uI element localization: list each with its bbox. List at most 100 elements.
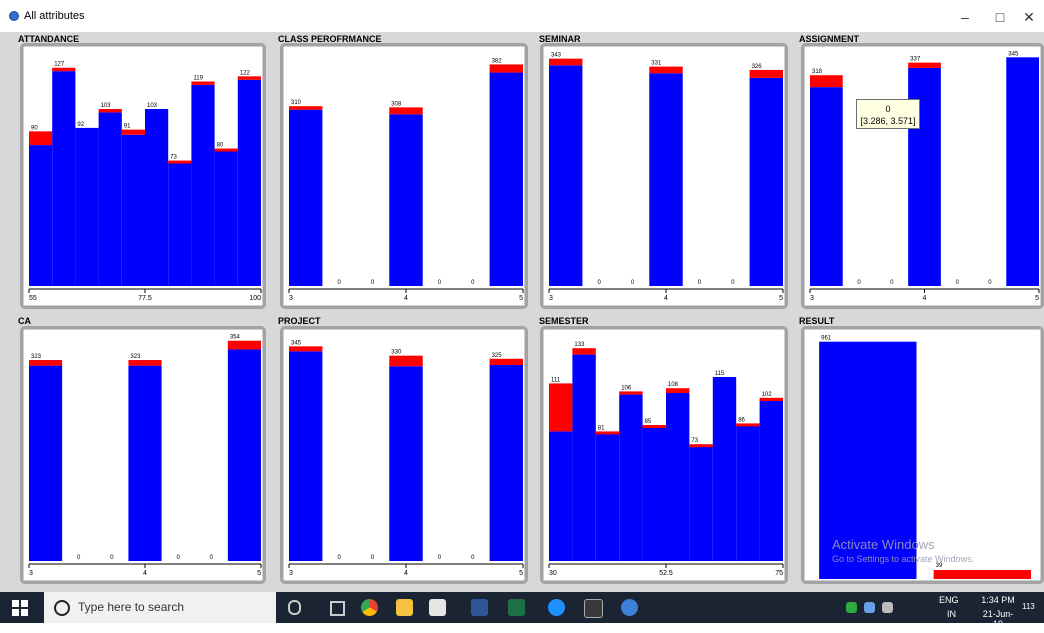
histogram-bar-class-segment[interactable] [649, 66, 683, 74]
histogram-bar-class-segment[interactable] [489, 358, 523, 365]
terminal-icon[interactable] [584, 599, 603, 618]
histogram-bar[interactable] [810, 87, 843, 286]
histogram-bar-class-segment[interactable] [549, 383, 573, 432]
histogram-panel[interactable]: 318 0 0 337 0 0 345 3 4 5 [801, 43, 1044, 309]
histogram-bar[interactable] [237, 79, 261, 287]
histogram-bar-class-segment[interactable] [749, 69, 783, 78]
histogram-bar-class-segment[interactable] [736, 423, 760, 427]
tooltip-count: 0 [885, 104, 891, 114]
histogram-bar[interactable] [214, 150, 238, 286]
histogram-bar[interactable] [595, 433, 620, 561]
histogram-bar[interactable] [759, 401, 783, 561]
mail-icon[interactable] [429, 599, 446, 616]
histogram-bar-class-segment[interactable] [289, 106, 323, 110]
word-icon[interactable] [471, 599, 488, 616]
histogram-bar[interactable] [389, 114, 423, 286]
histogram-bar-class-segment[interactable] [389, 355, 423, 367]
histogram-bar-class-segment[interactable] [289, 346, 323, 352]
histogram-bar-class-segment[interactable] [98, 108, 122, 113]
histogram-bar[interactable] [642, 426, 666, 561]
histogram-bar-class-segment[interactable] [489, 64, 523, 73]
histogram-panel[interactable]: 961 39 [801, 326, 1044, 584]
histogram-bar-class-segment[interactable] [619, 391, 643, 395]
volume-icon[interactable] [882, 602, 893, 613]
histogram-bar-class-segment[interactable] [689, 444, 713, 448]
histogram-bar-class-segment[interactable] [908, 62, 941, 68]
edge-icon[interactable] [548, 599, 565, 616]
notifications-count[interactable]: 113 [1022, 602, 1035, 611]
windows-start-icon[interactable] [12, 600, 28, 616]
histogram-bar-class-segment[interactable] [191, 81, 215, 85]
histogram-bar[interactable] [619, 394, 643, 561]
histogram-bar-class-segment[interactable] [237, 76, 261, 80]
histogram-bar[interactable] [227, 349, 261, 561]
histogram-bar[interactable] [666, 393, 690, 561]
histogram-bar[interactable] [489, 365, 523, 561]
histogram-panel[interactable]: 323 0 0 323 0 0 354 3 4 5 [20, 326, 266, 584]
histogram-bar-class-segment[interactable] [29, 131, 53, 146]
network-icon[interactable] [864, 602, 875, 613]
histogram-bar-class-segment[interactable] [933, 570, 1031, 579]
weka-app-icon[interactable] [621, 599, 638, 616]
histogram-bar[interactable] [549, 65, 583, 286]
histogram-bar[interactable] [121, 134, 145, 286]
histogram-panel[interactable]: 343 0 0 331 0 0 326 3 4 5 [540, 43, 788, 309]
microphone-icon[interactable] [288, 600, 301, 615]
file-explorer-icon[interactable] [396, 599, 413, 616]
histogram-bar[interactable] [689, 445, 713, 561]
histogram-bar[interactable] [98, 112, 122, 286]
histogram-bar-class-segment[interactable] [121, 129, 145, 135]
histogram-bar-class-segment[interactable] [666, 388, 690, 393]
bar-count-label: 0 [471, 555, 475, 561]
taskbar-search-box[interactable]: Type here to search [44, 592, 276, 623]
histogram-bar-class-segment[interactable] [549, 58, 583, 66]
language-indicator[interactable]: ENG IN [939, 595, 959, 626]
histogram-bar-class-segment[interactable] [595, 431, 620, 435]
histogram-bar[interactable] [289, 109, 323, 287]
histogram-panel[interactable]: 111 133 81 106 85 108 73 115 86 102 30 52.5 75 [540, 326, 788, 584]
histogram-bar-class-segment[interactable] [572, 348, 596, 355]
minimize-button[interactable]: – [961, 9, 969, 25]
maximize-button[interactable]: □ [995, 9, 1005, 25]
histogram-bar-class-segment[interactable] [29, 360, 63, 366]
histogram-bar[interactable] [168, 162, 192, 286]
histogram-bar-class-segment[interactable] [227, 340, 261, 350]
x-axis-tick-label: 75 [775, 570, 783, 577]
histogram-bar[interactable] [75, 127, 99, 286]
histogram-bar[interactable] [29, 365, 63, 561]
histogram-bar[interactable] [1006, 57, 1039, 286]
chrome-icon[interactable] [361, 599, 378, 616]
histogram-bar-class-segment[interactable] [642, 425, 666, 428]
histogram-panel[interactable]: 90 127 92 103 91 103 73 119 80 122 55 77.5 100 [20, 43, 266, 309]
histogram-bar[interactable] [736, 425, 760, 561]
histogram-bar-class-segment[interactable] [389, 107, 423, 115]
histogram-bar[interactable] [712, 377, 737, 561]
histogram-bar-class-segment[interactable] [810, 75, 843, 88]
histogram-bar[interactable] [191, 84, 215, 286]
histogram-bar[interactable] [289, 351, 323, 561]
histogram-bar[interactable] [389, 366, 423, 561]
histogram-bar[interactable] [819, 341, 917, 579]
histogram-bar[interactable] [52, 71, 76, 286]
histogram-bar[interactable] [649, 73, 683, 286]
task-view-icon[interactable] [330, 601, 345, 616]
bar-count-label: 106 [621, 385, 632, 391]
histogram-bar[interactable] [145, 108, 169, 287]
histogram-bar-class-segment[interactable] [52, 67, 76, 72]
histogram-bar[interactable] [29, 145, 53, 286]
tray-app-icon[interactable] [846, 602, 857, 613]
histogram-bar[interactable] [489, 72, 523, 286]
histogram-bar-class-segment[interactable] [759, 397, 783, 401]
close-button[interactable]: ✕ [1023, 9, 1035, 25]
histogram-bar-class-segment[interactable] [128, 360, 162, 366]
excel-icon[interactable] [508, 599, 525, 616]
histogram-panel[interactable]: 345 0 0 330 0 0 325 3 4 5 [280, 326, 528, 584]
histogram-bar-class-segment[interactable] [168, 160, 192, 164]
histogram-bar[interactable] [572, 354, 596, 561]
histogram-bar[interactable] [128, 365, 162, 561]
histogram-bar-class-segment[interactable] [214, 148, 238, 152]
histogram-panel[interactable]: 310 0 0 308 0 0 382 3 4 5 [280, 43, 528, 309]
clock[interactable]: 1:34 PM 21-Jun-19 [978, 595, 1018, 629]
histogram-bar[interactable] [549, 431, 573, 561]
histogram-bar[interactable] [749, 77, 783, 286]
